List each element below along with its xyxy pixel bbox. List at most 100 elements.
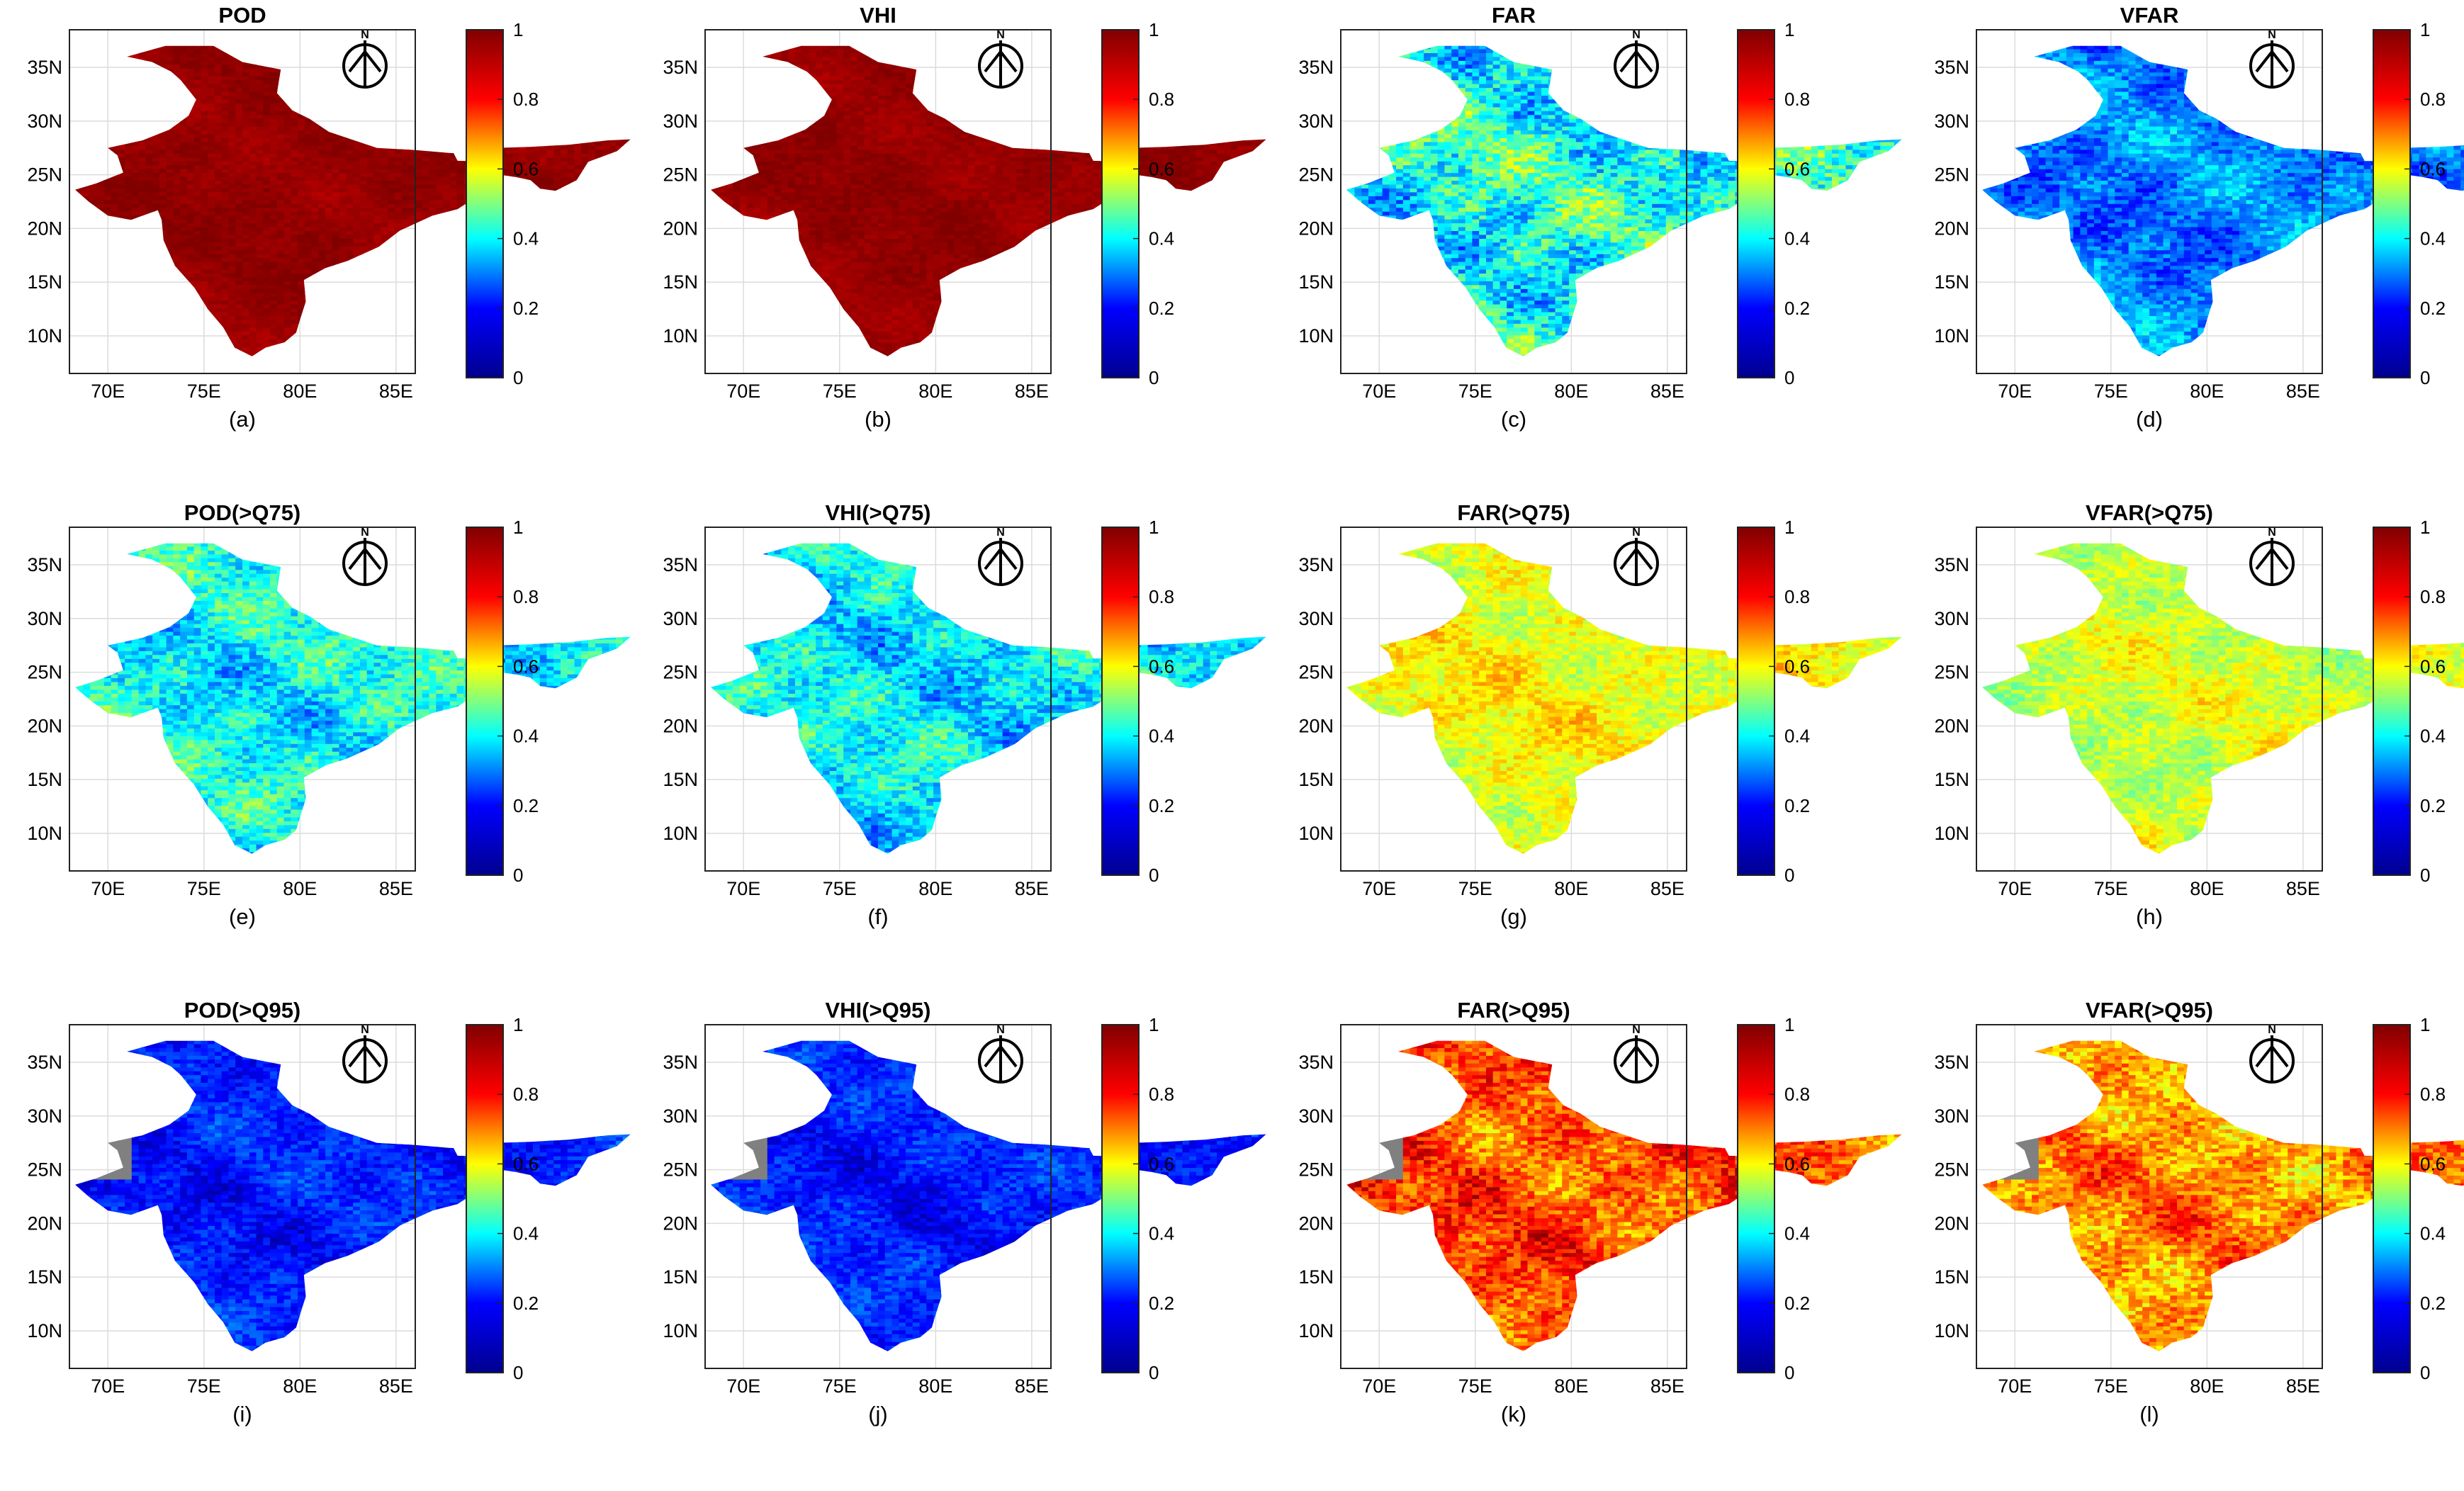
colorbar-tick-label: 0 bbox=[2420, 367, 2430, 388]
y-tick-label: 25N bbox=[27, 164, 62, 186]
x-tick-label: 80E bbox=[1554, 1375, 1588, 1397]
colorbar-tick-label: 0.8 bbox=[1149, 89, 1174, 110]
y-tick-label: 20N bbox=[663, 218, 698, 239]
x-tick-label: 70E bbox=[91, 1375, 125, 1397]
y-tick-label: 30N bbox=[1298, 1105, 1334, 1127]
colorbar-tick-label: 0.4 bbox=[2420, 726, 2446, 747]
colorbar-tick-label: 0.4 bbox=[1784, 228, 1810, 249]
y-tick-label: 30N bbox=[27, 1105, 62, 1127]
y-tick-label: 25N bbox=[27, 1159, 62, 1181]
north-arrow-icon: N bbox=[2251, 527, 2293, 585]
y-tick-label: 25N bbox=[663, 164, 698, 186]
y-tick-label: 20N bbox=[27, 1213, 62, 1234]
x-tick-label: 80E bbox=[283, 381, 317, 402]
y-tick-label: 30N bbox=[27, 111, 62, 132]
north-label: N bbox=[996, 29, 1005, 41]
colorbar-tick-label: 1 bbox=[1784, 1014, 1794, 1035]
y-tick-label: 20N bbox=[663, 715, 698, 736]
y-tick-label: 25N bbox=[1934, 662, 1969, 683]
colorbar-tick-label: 0.4 bbox=[1149, 228, 1174, 249]
colorbar-tick-label: 0 bbox=[2420, 1362, 2430, 1383]
y-tick-label: 35N bbox=[27, 57, 62, 78]
y-tick-label: 35N bbox=[1298, 1052, 1334, 1073]
north-label: N bbox=[361, 1024, 369, 1036]
panel-title: POD(>Q95) bbox=[184, 998, 301, 1023]
x-tick-label: 80E bbox=[1554, 381, 1588, 402]
north-label: N bbox=[2268, 1024, 2276, 1036]
colorbar-tick-label: 0.8 bbox=[1149, 1084, 1174, 1105]
x-tick-label: 85E bbox=[1015, 878, 1049, 899]
colorbar-tick-label: 0.4 bbox=[513, 228, 539, 249]
colorbar-tick-label: 0.2 bbox=[1149, 795, 1174, 816]
colorbar-tick-label: 0.6 bbox=[513, 656, 539, 677]
colorbar-tick-label: 0.6 bbox=[2420, 158, 2446, 179]
y-tick-label: 35N bbox=[1934, 57, 1969, 78]
y-tick-label: 15N bbox=[1934, 1266, 1969, 1288]
north-label: N bbox=[1632, 1024, 1641, 1036]
panel-title: FAR(>Q95) bbox=[1457, 998, 1570, 1023]
panel-title: VHI bbox=[860, 3, 896, 28]
colorbar bbox=[2373, 1025, 2410, 1373]
x-tick-label: 80E bbox=[2190, 878, 2224, 899]
colorbar-tick-label: 0.4 bbox=[2420, 228, 2446, 249]
colorbar-tick-label: 1 bbox=[2420, 1014, 2430, 1035]
colorbar bbox=[1102, 30, 1139, 378]
colorbar-tick-label: 1 bbox=[1149, 19, 1159, 40]
x-tick-label: 75E bbox=[187, 878, 221, 899]
y-tick-label: 35N bbox=[663, 1052, 698, 1073]
x-tick-label: 80E bbox=[283, 878, 317, 899]
colorbar bbox=[2373, 30, 2410, 378]
colorbar-tick-label: 0 bbox=[513, 1362, 523, 1383]
x-tick-label: 85E bbox=[2286, 381, 2320, 402]
panel-title: VFAR bbox=[2120, 3, 2179, 28]
colorbar-tick-label: 0.8 bbox=[1149, 586, 1174, 607]
colorbar-tick-label: 0.2 bbox=[1784, 795, 1810, 816]
colorbar-tick-label: 0.2 bbox=[1784, 298, 1810, 319]
y-tick-label: 35N bbox=[27, 1052, 62, 1073]
x-tick-label: 75E bbox=[2094, 381, 2128, 402]
panel-sublabel: (l) bbox=[2139, 1402, 2159, 1427]
panel-title: POD(>Q75) bbox=[184, 500, 301, 525]
y-tick-label: 30N bbox=[27, 608, 62, 629]
colorbar-tick-label: 0.2 bbox=[2420, 795, 2446, 816]
north-arrow-icon: N bbox=[1615, 1024, 1658, 1082]
colorbar-tick-label: 0.8 bbox=[513, 89, 539, 110]
colorbar-tick-label: 0.4 bbox=[1784, 1223, 1810, 1244]
map-field bbox=[705, 37, 1273, 374]
colorbar-tick-label: 0 bbox=[1784, 1362, 1794, 1383]
colorbar-tick-label: 0 bbox=[1149, 367, 1159, 388]
y-tick-label: 25N bbox=[27, 662, 62, 683]
colorbar-tick-label: 1 bbox=[1784, 517, 1794, 538]
y-tick-label: 20N bbox=[1298, 1213, 1334, 1234]
y-tick-label: 20N bbox=[1934, 218, 1969, 239]
y-tick-label: 25N bbox=[1934, 164, 1969, 186]
north-arrow-icon: N bbox=[1615, 527, 1658, 585]
north-arrow-icon: N bbox=[1615, 29, 1658, 87]
y-tick-label: 30N bbox=[663, 608, 698, 629]
y-tick-label: 10N bbox=[663, 325, 698, 347]
colorbar-tick-label: 0.8 bbox=[1784, 586, 1810, 607]
panel-title: FAR bbox=[1492, 3, 1536, 28]
x-tick-label: 80E bbox=[283, 1375, 317, 1397]
north-label: N bbox=[2268, 527, 2276, 539]
y-tick-label: 10N bbox=[27, 1320, 62, 1341]
map-field bbox=[705, 1032, 1273, 1369]
y-tick-label: 15N bbox=[1298, 1266, 1334, 1288]
colorbar-tick-label: 0.8 bbox=[1784, 89, 1810, 110]
colorbar-tick-label: 0 bbox=[1784, 367, 1794, 388]
panel-sublabel: (j) bbox=[868, 1402, 888, 1427]
map-field bbox=[1341, 534, 1908, 872]
x-tick-label: 70E bbox=[1362, 878, 1396, 899]
x-tick-label: 80E bbox=[2190, 381, 2224, 402]
x-tick-label: 85E bbox=[2286, 1375, 2320, 1397]
y-tick-label: 10N bbox=[1934, 325, 1969, 347]
